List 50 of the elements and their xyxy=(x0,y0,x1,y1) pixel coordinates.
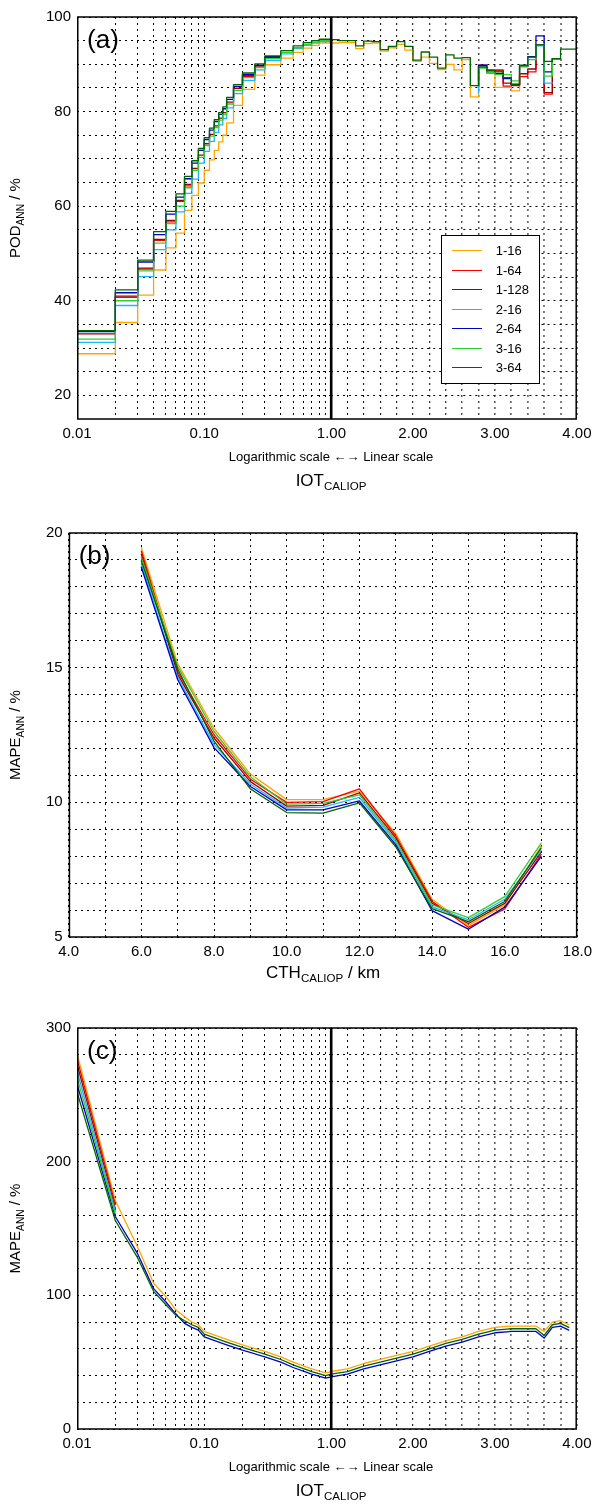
y-tick-label: 15 xyxy=(46,657,63,675)
x-tick-label: 1.00 xyxy=(316,1434,346,1452)
x-tick-label: 1.00 xyxy=(316,424,346,442)
x-tick-label: 3.00 xyxy=(480,1434,510,1452)
legend-label: 1-16 xyxy=(495,243,522,259)
x-axis-title: IOT$_{CALIOP}$ xyxy=(295,1481,367,1503)
y-tick-label: 100 xyxy=(46,7,72,25)
x-tick-label: 16.0 xyxy=(490,942,520,960)
x-tick-label: 0.01 xyxy=(62,424,92,442)
x-tick-label: 4.00 xyxy=(562,1434,592,1452)
chart-title: (c) xyxy=(87,1035,118,1066)
x-tick-label: 4.00 xyxy=(562,424,592,442)
y-tick-label: 200 xyxy=(46,1151,72,1169)
x-tick-label: 0.01 xyxy=(62,1434,92,1452)
x-tick-label: 0.10 xyxy=(189,1434,219,1452)
y-tick-label: 0 xyxy=(62,1419,72,1437)
y-tick-label: 80 xyxy=(54,101,72,119)
x-tick-label: 8.0 xyxy=(203,942,225,960)
y-tick-label: 5 xyxy=(54,927,63,945)
legend-label: 2-16 xyxy=(495,301,522,317)
x-tick-label: 18.0 xyxy=(562,942,592,960)
y-tick-label: 100 xyxy=(46,1285,72,1303)
y-axis-title: MAPEANN / % xyxy=(6,1183,26,1274)
legend-label: 3-64 xyxy=(495,360,522,376)
x-tick-label: 4.0 xyxy=(58,942,80,960)
text: Logarithmic scale ←→ Linear scale xyxy=(228,449,434,464)
x-axis-title: IOT$_{CALIOP}$ xyxy=(295,471,367,493)
x-tick-label: 6.0 xyxy=(130,942,152,960)
x-tick-label: 10.0 xyxy=(272,942,302,960)
x-tick-label: 12.0 xyxy=(344,942,374,960)
y-tick-label: 300 xyxy=(46,1018,72,1036)
x-tick-label: 14.0 xyxy=(417,942,447,960)
y-axis-title: MAPEANN / % xyxy=(6,690,26,780)
chart-title: (b) xyxy=(78,540,111,571)
legend-label: 1-64 xyxy=(495,262,522,278)
text: Logarithmic scale ←→ Linear scale xyxy=(228,1459,434,1474)
y-axis-title: PODANN / % xyxy=(6,178,26,258)
x-tick-label: 2.00 xyxy=(398,424,428,442)
y-tick-label: 60 xyxy=(54,196,72,214)
x-axis-title: CTH$_{CALIOP}$ / km xyxy=(265,963,381,985)
y-tick-label: 40 xyxy=(54,290,72,308)
legend-label: 1-128 xyxy=(495,282,530,298)
legend-label: 2-64 xyxy=(495,321,522,337)
x-tick-label: 0.10 xyxy=(189,424,219,442)
y-tick-label: 10 xyxy=(46,792,63,810)
y-tick-label: 20 xyxy=(54,385,72,403)
x-tick-label: 3.00 xyxy=(480,424,510,442)
y-tick-label: 20 xyxy=(46,523,63,541)
legend-label: 3-16 xyxy=(495,340,522,356)
x-tick-label: 2.00 xyxy=(398,1434,428,1452)
